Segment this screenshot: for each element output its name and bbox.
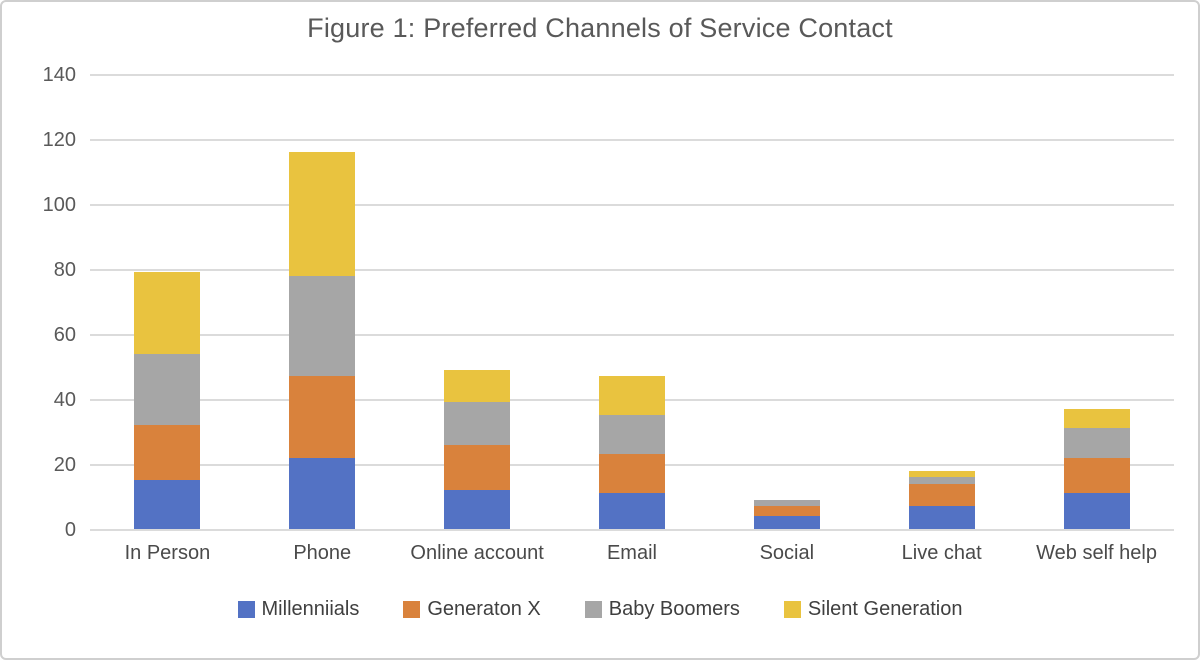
bar-segment bbox=[908, 470, 975, 477]
bar-segment bbox=[444, 402, 511, 445]
bar-segment bbox=[444, 444, 511, 490]
stacked-bar-phone bbox=[289, 152, 356, 529]
bar-column bbox=[245, 75, 400, 530]
gridline bbox=[90, 529, 1174, 531]
bar-segment bbox=[598, 493, 665, 529]
bar-segment bbox=[753, 516, 820, 529]
legend-item: Baby Boomers bbox=[584, 598, 740, 621]
legend-item: Silent Generation bbox=[783, 598, 963, 621]
stacked-bar-web-self-help bbox=[1063, 408, 1130, 529]
legend-swatch-icon bbox=[584, 601, 602, 618]
bar-segment bbox=[908, 483, 975, 507]
x-axis-label: Social bbox=[759, 542, 815, 564]
bar-segment bbox=[908, 477, 975, 484]
y-tick-label: 120 bbox=[42, 129, 76, 151]
bar-column bbox=[555, 75, 710, 530]
x-axis-label: In Person bbox=[124, 542, 211, 564]
bar-column bbox=[90, 75, 245, 530]
bar-segment bbox=[1063, 408, 1130, 429]
legend-item: Generaton X bbox=[403, 598, 541, 621]
stacked-bar-in-person bbox=[134, 272, 201, 529]
x-axis-label: Web self help bbox=[1036, 542, 1157, 564]
bar-column bbox=[864, 75, 1019, 530]
y-tick-label: 100 bbox=[42, 194, 76, 216]
x-axis-labels: In Person Phone Online account Email Social L… bbox=[90, 542, 1174, 574]
plot-area: 0 20 40 60 80 100 120 140 bbox=[43, 65, 1174, 540]
bar-segment bbox=[289, 376, 356, 458]
legend-label: Silent Generation bbox=[807, 598, 963, 620]
gridline bbox=[90, 269, 1174, 271]
x-axis-label: Live chat bbox=[901, 542, 982, 564]
bar-column bbox=[709, 75, 864, 530]
stacked-bar-email bbox=[598, 376, 665, 529]
bar-segment bbox=[1063, 457, 1130, 494]
gridline bbox=[90, 139, 1174, 141]
legend-item: Millenniials bbox=[237, 598, 360, 621]
gridline bbox=[90, 334, 1174, 336]
legend-label: Baby Boomers bbox=[608, 598, 740, 620]
bar-segment bbox=[134, 480, 201, 529]
bar-segment bbox=[598, 415, 665, 455]
y-tick-label: 80 bbox=[53, 259, 76, 281]
gridline bbox=[90, 204, 1174, 206]
legend-swatch-icon bbox=[403, 601, 421, 618]
bar-segment bbox=[134, 272, 201, 354]
y-tick-label: 0 bbox=[64, 519, 76, 541]
y-tick-label: 60 bbox=[53, 324, 76, 346]
bar-segment bbox=[1063, 493, 1130, 529]
bar-segment bbox=[289, 457, 356, 529]
bar-column bbox=[1019, 75, 1174, 530]
bar-segment bbox=[598, 454, 665, 494]
stacked-bar-online-account bbox=[444, 369, 511, 529]
legend-swatch-icon bbox=[237, 601, 255, 618]
legend-swatch-icon bbox=[783, 601, 801, 618]
stacked-bar-social bbox=[753, 499, 820, 529]
bar-segment bbox=[444, 369, 511, 403]
y-tick-label: 20 bbox=[53, 454, 76, 476]
bar-segment bbox=[289, 275, 356, 377]
y-tick-label: 40 bbox=[53, 389, 76, 411]
y-tick-label: 140 bbox=[42, 64, 76, 86]
chart-title: Figure 1: Preferred Channels of Service … bbox=[307, 13, 893, 43]
bar-segment bbox=[444, 490, 511, 529]
bar-segment bbox=[908, 506, 975, 529]
bar-segment bbox=[134, 353, 201, 425]
x-axis-label: Phone bbox=[293, 542, 352, 564]
bar-segment bbox=[753, 506, 820, 516]
x-axis-label: Email bbox=[606, 542, 657, 564]
bar-segment bbox=[289, 152, 356, 276]
legend-label: Generaton X bbox=[427, 598, 541, 620]
bar-segment bbox=[598, 376, 665, 416]
bar-column bbox=[400, 75, 555, 530]
x-axis-label: Online account bbox=[410, 542, 544, 564]
stacked-bar-live-chat bbox=[908, 470, 975, 529]
legend: Millenniials Generaton X Baby Boomers Silen… bbox=[2, 598, 1198, 621]
bar-segment bbox=[134, 425, 201, 481]
bar-segment bbox=[753, 499, 820, 507]
legend-label: Millenniials bbox=[261, 598, 360, 620]
bar-segment bbox=[1063, 428, 1130, 458]
gridline bbox=[90, 74, 1174, 76]
